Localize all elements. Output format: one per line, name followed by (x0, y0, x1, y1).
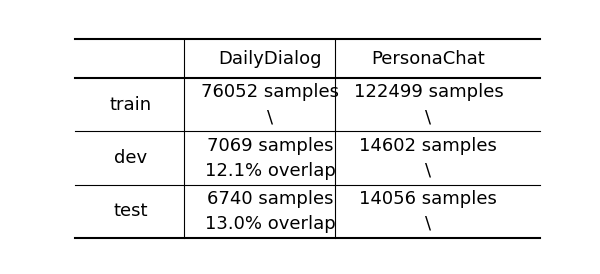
Text: 122499 samples
\: 122499 samples \ (353, 84, 503, 127)
Text: 76052 samples
\: 76052 samples \ (201, 84, 340, 127)
Text: 14056 samples
\: 14056 samples \ (359, 190, 497, 233)
Text: dev: dev (114, 149, 148, 167)
Text: DailyDialog: DailyDialog (218, 50, 322, 68)
Text: train: train (110, 96, 152, 114)
Text: 6740 samples
13.0% overlap: 6740 samples 13.0% overlap (205, 190, 335, 233)
Text: PersonaChat: PersonaChat (371, 50, 485, 68)
Text: 7069 samples
12.1% overlap: 7069 samples 12.1% overlap (205, 136, 336, 179)
Text: 14602 samples
\: 14602 samples \ (359, 136, 497, 179)
Text: test: test (113, 202, 148, 220)
